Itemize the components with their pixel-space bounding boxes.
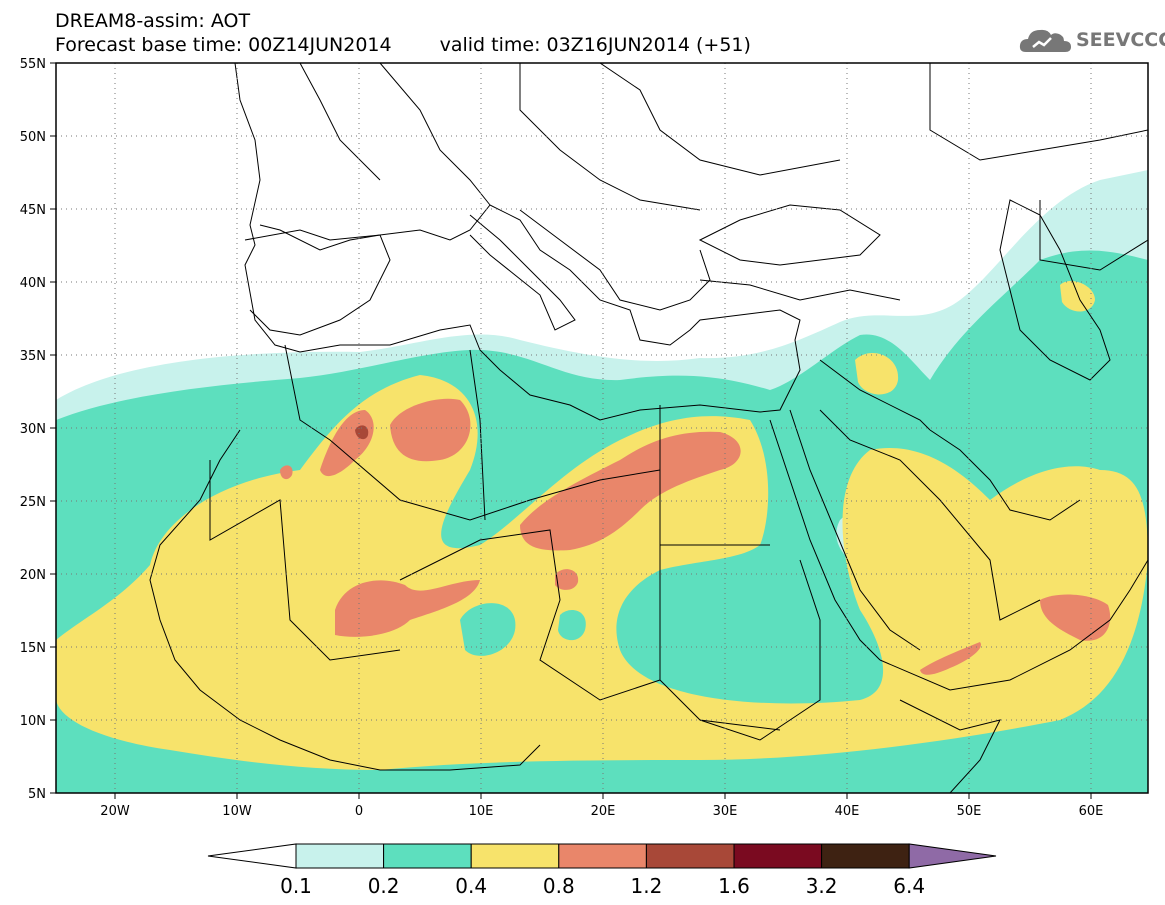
- graticule: [56, 63, 1148, 793]
- gulf-coast: [929, 429, 1081, 521]
- aot-moderate-pocket-2: [558, 610, 586, 641]
- border-15: [699, 559, 821, 741]
- colorbar-segment: [558, 843, 647, 869]
- lon-label: 40E: [835, 804, 860, 819]
- border-10: [599, 63, 841, 176]
- lon-label: 10W: [222, 804, 252, 819]
- lon-label: 0: [355, 804, 363, 819]
- border-12: [1039, 200, 1148, 271]
- colorbar-level-label: 3.2: [806, 874, 838, 898]
- aot-region-very-high-chad: [555, 569, 579, 590]
- aot-high-pocket-caspian: [1060, 280, 1095, 312]
- axis-ticks: [50, 62, 1092, 799]
- border-8: [819, 359, 931, 431]
- lat-label: 5N: [28, 787, 46, 802]
- lat-label: 45N: [20, 203, 46, 218]
- border-13: [379, 63, 491, 206]
- aot-region-very-high-yemen: [920, 642, 981, 675]
- border-6: [659, 545, 781, 731]
- aot-region-very-high-morocco: [280, 465, 293, 480]
- map-title: DREAM8-assim: AOT: [55, 10, 251, 32]
- logo-text: SEEVCCC: [1076, 29, 1165, 51]
- arabia-coast: [879, 559, 1148, 691]
- lon-label: 20W: [100, 804, 130, 819]
- aot-moderate-pocket: [460, 603, 516, 656]
- lon-label: 20E: [591, 804, 616, 819]
- border-11: [929, 63, 1148, 161]
- colorbar-min-arrow: [207, 843, 297, 869]
- lat-label: 40N: [20, 276, 46, 291]
- lat-label: 20N: [20, 568, 46, 583]
- caspian-coast: [999, 199, 1111, 381]
- colorbar-level-label: 0.1: [280, 874, 312, 898]
- red-sea-west: [769, 419, 881, 661]
- border-14: [299, 63, 381, 181]
- colorbar-level-label: 1.6: [718, 874, 750, 898]
- italy-coast: [469, 214, 576, 331]
- colorbar-level-label: 0.2: [368, 874, 400, 898]
- aot-region-very-high-mali: [335, 580, 480, 637]
- horn-coast: [899, 699, 1001, 793]
- valid-time: valid time: 03Z16JUN2014 (+51): [439, 34, 751, 56]
- lon-label: 30E: [713, 804, 738, 819]
- border-4: [209, 460, 401, 661]
- border-5: [399, 529, 661, 701]
- cloud-icon: [1019, 29, 1071, 52]
- colorbar-level-label: 0.4: [455, 874, 487, 898]
- turkey-coast: [699, 279, 901, 301]
- colorbar: [207, 843, 997, 869]
- aot-region-very-high-sahara: [520, 431, 741, 551]
- aot-contours: [56, 170, 1148, 793]
- border-3: [469, 349, 486, 521]
- colorbar-segment: [733, 843, 823, 869]
- black-sea-coast: [698, 204, 881, 266]
- lat-label: 30N: [20, 422, 46, 437]
- lon-label: 10E: [469, 804, 494, 819]
- colorbar-segment: [821, 843, 910, 869]
- border-7: [819, 409, 1041, 621]
- colorbar-segment: [470, 843, 560, 869]
- west-africa-coast: [149, 429, 541, 771]
- colorbar-labels: 0.1 0.2 0.4 0.8 1.2 1.6 3.2 6.4: [280, 874, 925, 898]
- colorbar-level-label: 1.2: [630, 874, 662, 898]
- colorbar-max-arrow: [908, 843, 997, 869]
- lat-label: 15N: [20, 641, 46, 656]
- lat-label: 35N: [20, 349, 46, 364]
- longitude-labels: 20W 10W 0 10E 20E 30E 40E 50E 60E: [100, 804, 1103, 819]
- aot-high-pocket-iraq: [855, 352, 899, 395]
- colorbar-level-label: 6.4: [893, 874, 925, 898]
- lat-label: 55N: [20, 57, 46, 72]
- lon-label: 60E: [1079, 804, 1104, 819]
- aot-region-very-high-algeria: [390, 398, 471, 462]
- colorbar-level-label: 0.8: [543, 874, 575, 898]
- coastlines-borders: [149, 63, 1148, 793]
- lat-label: 25N: [20, 495, 46, 510]
- red-sea-east: [789, 409, 921, 651]
- colorbar-segment: [295, 843, 385, 869]
- latitude-labels: 55N 50N 45N 40N 35N 30N 25N 20N 15N 10N 5N: [20, 57, 46, 802]
- mediterranean-coast: [234, 63, 801, 421]
- balkans-coast: [519, 209, 711, 311]
- border-1: [284, 344, 661, 521]
- base-time: Forecast base time: 00Z14JUN2014: [55, 34, 392, 56]
- forecast-times: Forecast base time: 00Z14JUN2014 valid ti…: [55, 34, 751, 56]
- aot-region-very-high-oman: [1040, 594, 1111, 641]
- iberia-coast: [244, 229, 391, 336]
- lat-label: 10N: [20, 714, 46, 729]
- colorbar-segment: [645, 843, 735, 869]
- aot-region-extreme: [355, 425, 369, 440]
- colorbar-segment: [383, 843, 472, 869]
- seevccc-logo: SEEVCCC: [1018, 22, 1165, 58]
- lat-label: 50N: [20, 130, 46, 145]
- border-9: [519, 63, 701, 211]
- lon-label: 50E: [957, 804, 982, 819]
